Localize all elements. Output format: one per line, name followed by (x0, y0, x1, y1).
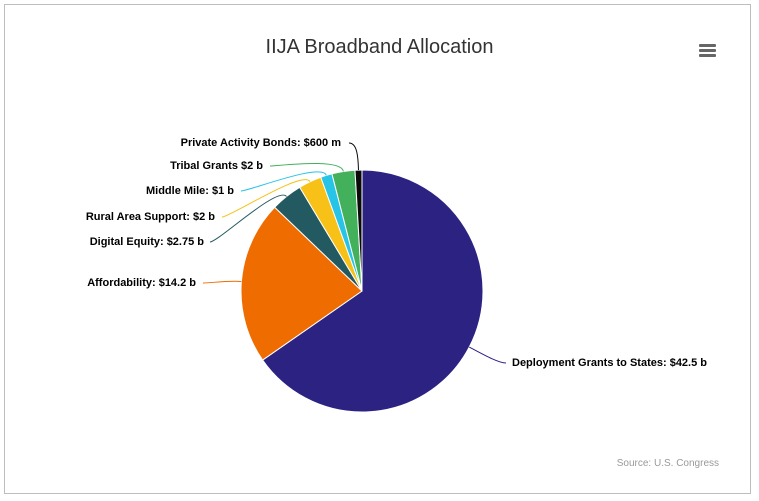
chart-title: IIJA Broadband Allocation (265, 36, 494, 58)
label-connector (209, 194, 287, 243)
hamburger-menu-icon[interactable] (697, 41, 719, 59)
pie-slice[interactable] (240, 206, 363, 361)
slice-label: Digital Equity: $2.75 b (90, 236, 205, 248)
label-connector (468, 346, 507, 364)
slice-label: Private Activity Bonds: $600 m (181, 137, 342, 149)
pie-slice[interactable] (261, 169, 484, 413)
slice-label: Middle Mile: $1 b (146, 185, 234, 197)
label-connector (348, 142, 359, 171)
slice-label: Affordability: $14.2 b (87, 277, 196, 289)
label-connector (269, 163, 344, 172)
label-connector (202, 280, 242, 284)
label-connector (221, 179, 311, 218)
slice-label: Rural Area Support: $2 b (86, 211, 215, 223)
chart-source: Source: U.S. Congress (616, 458, 719, 469)
slice-label: Tribal Grants $2 b (170, 160, 263, 172)
label-connector (240, 171, 327, 192)
slice-label: Deployment Grants to States: $42.5 b (512, 357, 707, 369)
